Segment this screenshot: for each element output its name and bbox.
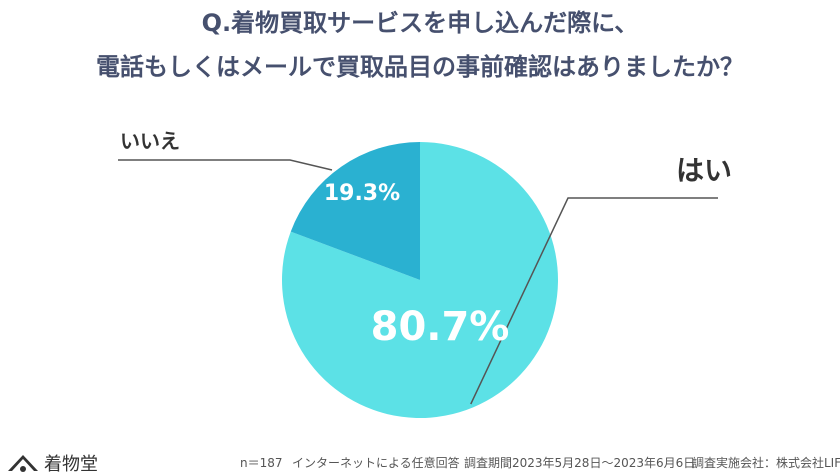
footer-period: 調査期間2023年5月28日〜2023年6月6日	[464, 456, 696, 470]
brand-logo: 着物堂	[6, 450, 98, 476]
footer-company: 調査実施会社：株式会社LIF	[692, 456, 840, 470]
fan-logo-icon	[8, 455, 38, 472]
leader-line	[470, 197, 718, 405]
brand-name: 着物堂	[44, 454, 98, 475]
slice-value-label: 19.3%	[324, 181, 400, 206]
pie-slice	[290, 142, 420, 280]
slice-category-label: いいえ	[120, 129, 180, 153]
leader-line	[118, 159, 333, 171]
chart-title-line1: Q.着物買取サービスを申し込んだ際に、	[201, 9, 639, 37]
slice-value-label: 80.7%	[371, 304, 510, 350]
footer-sample-size: n＝187	[240, 456, 283, 470]
slice-category-label: はい	[676, 154, 732, 187]
footer-method: インターネットによる任意回答	[292, 456, 460, 470]
chart-title-line2: 電話もしくはメールで買取品目の事前確認はありましたか？	[96, 53, 744, 81]
